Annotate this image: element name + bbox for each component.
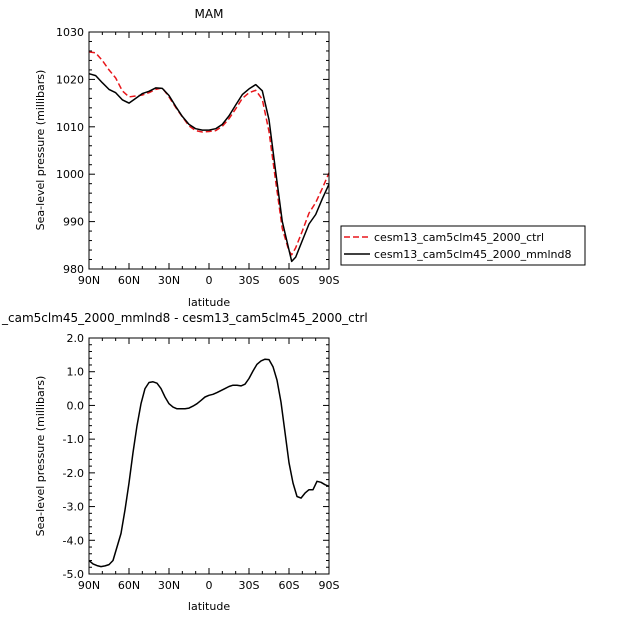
top-x-tick-label: 30N [158, 274, 180, 287]
top-series-line-ctrl [88, 51, 330, 256]
bottom-chart-plot-area [88, 358, 330, 568]
bottom-series-line-0 [88, 358, 330, 568]
bottom-y-tick-label: 2.0 [67, 332, 85, 345]
top-y-tick-label: 980 [63, 263, 84, 276]
legend-entry-mmlnd8: cesm13_cam5clm45_2000_mmlnd8 [374, 248, 572, 261]
bottom-y-tick-label: 1.0 [67, 366, 85, 379]
bottom-chart-y-label: Sea-level pressure (millibars) [34, 376, 47, 537]
bottom-chart-x-label: latitude [188, 600, 230, 613]
legend: cesm13_cam5clm45_2000_ctrl cesm13_cam5cl… [340, 225, 586, 266]
top-y-tick-label: 1030 [56, 26, 84, 39]
bottom-chart: _cam5clm45_2000_mmlnd8 - cesm13_cam5clm4… [1, 311, 368, 613]
bottom-x-tick-label: 60N [118, 579, 140, 592]
bottom-y-tick-label: -5.0 [63, 568, 84, 581]
top-y-tick-label: 1020 [56, 73, 84, 86]
top-chart-frame [88, 31, 330, 270]
legend-entry-ctrl: cesm13_cam5clm45_2000_ctrl [374, 231, 544, 244]
bottom-y-tick-label: -3.0 [63, 501, 84, 514]
top-chart-title: MAM [195, 7, 224, 21]
bottom-x-tick-label: 30N [158, 579, 180, 592]
top-y-tick-label: 1000 [56, 168, 84, 181]
bottom-x-tick-label: 60S [279, 579, 300, 592]
top-series-line-mmlnd8 [88, 72, 330, 263]
bottom-chart-y-axis: -5.0 -4.0 -3.0 -2.0 -1.0 0.0 1.0 2.0 [63, 332, 329, 581]
top-chart: MAM 980 990 1000 1010 1020 1030 90N 60N 30N 0 30S… [34, 7, 586, 309]
bottom-x-tick-label: 90N [78, 579, 100, 592]
top-y-tick-label: 1010 [56, 121, 84, 134]
bottom-x-tick-label: 90S [319, 579, 340, 592]
top-x-tick-label: 60N [118, 274, 140, 287]
top-chart-plot-area [88, 51, 330, 263]
bottom-y-tick-label: -4.0 [63, 534, 84, 547]
bottom-x-tick-label: 0 [206, 579, 213, 592]
top-chart-y-axis: 980 990 1000 1010 1020 1030 [56, 26, 329, 276]
bottom-x-tick-label: 30S [239, 579, 260, 592]
top-chart-y-label: Sea-level pressure (millibars) [34, 70, 47, 231]
bottom-y-tick-label: -1.0 [63, 433, 84, 446]
top-x-tick-label: 90N [78, 274, 100, 287]
top-x-tick-label: 60S [279, 274, 300, 287]
legend-box [340, 225, 586, 266]
top-x-tick-label: 30S [239, 274, 260, 287]
bottom-chart-title: _cam5clm45_2000_mmlnd8 - cesm13_cam5clm4… [1, 311, 368, 325]
bottom-y-tick-label: -2.0 [63, 467, 84, 480]
top-chart-x-label: latitude [188, 296, 230, 309]
top-chart-x-axis: 90N 60N 30N 0 30S 60S 90S [78, 32, 340, 287]
bottom-y-tick-label: 0.0 [67, 399, 85, 412]
top-x-tick-label: 90S [319, 274, 340, 287]
bottom-chart-x-axis: 90N 60N 30N 0 30S 60S 90S [78, 338, 340, 592]
top-x-tick-label: 0 [206, 274, 213, 287]
bottom-chart-frame [88, 337, 330, 575]
top-y-tick-label: 990 [63, 216, 84, 229]
